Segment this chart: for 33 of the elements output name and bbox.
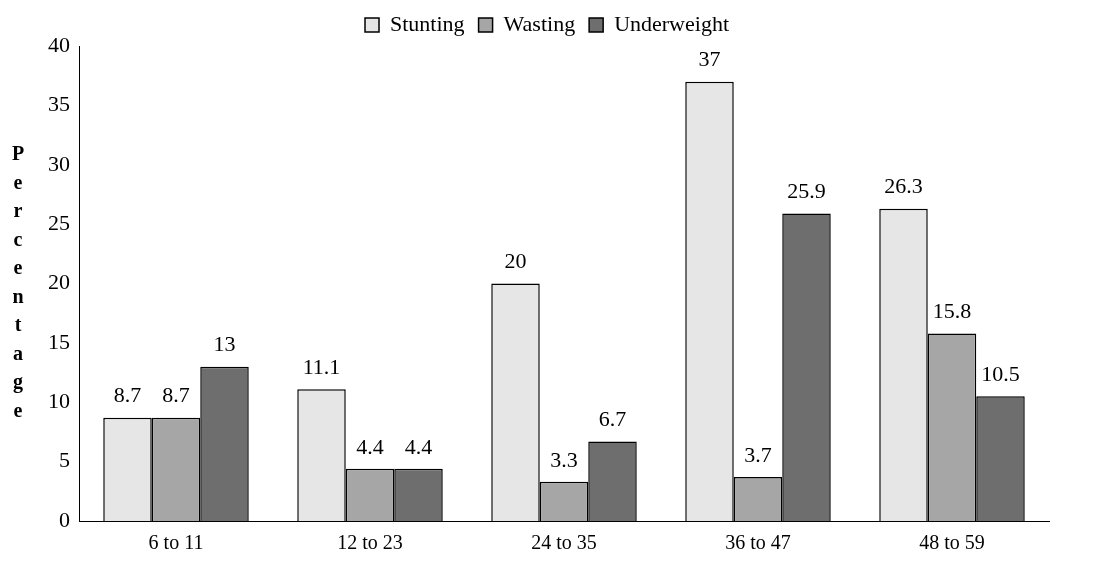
data-label: 8.7 bbox=[162, 382, 190, 408]
data-label: 6.7 bbox=[598, 406, 627, 432]
y-tick-label: 0 bbox=[59, 506, 70, 532]
y-tick-label: 25 bbox=[48, 209, 70, 235]
x-tick-label: 6 to 11 bbox=[148, 531, 204, 554]
y-tick-label: 10 bbox=[48, 388, 70, 414]
y-tick-label: 15 bbox=[48, 328, 70, 354]
data-label: 20 bbox=[504, 248, 527, 274]
y-tick-label: 40 bbox=[48, 31, 70, 57]
data-label: 15.8 bbox=[932, 298, 972, 324]
legend-label: Underweight bbox=[614, 10, 729, 36]
x-tick-label: 36 to 47 bbox=[725, 531, 791, 554]
text: Percentage bbox=[11, 142, 25, 421]
data-label: 26.3 bbox=[884, 173, 923, 199]
x-tick-label: 48 to 59 bbox=[919, 531, 985, 554]
data-label: 3.3 bbox=[550, 446, 578, 472]
data-label: 10.5 bbox=[981, 361, 1020, 387]
data-label: 25.9 bbox=[787, 178, 826, 204]
data-label: 8.7 bbox=[113, 382, 142, 408]
y-tick-label: 20 bbox=[48, 269, 70, 295]
data-label: 3.7 bbox=[744, 441, 772, 467]
legend-label: Wasting bbox=[503, 10, 576, 36]
data-label: 4.4 bbox=[404, 433, 433, 459]
data-label: 37 bbox=[698, 46, 721, 72]
data-label: 13 bbox=[213, 331, 236, 357]
y-tick-label: 35 bbox=[48, 91, 70, 117]
data-label: 11.1 bbox=[302, 353, 341, 379]
x-tick-label: 24 to 35 bbox=[531, 531, 597, 554]
y-tick-label: 5 bbox=[59, 447, 70, 473]
x-tick-label: 12 to 23 bbox=[337, 531, 403, 554]
data-label: 4.4 bbox=[356, 433, 384, 459]
y-tick-label: 30 bbox=[48, 150, 70, 176]
legend-label: Stunting bbox=[390, 10, 465, 36]
